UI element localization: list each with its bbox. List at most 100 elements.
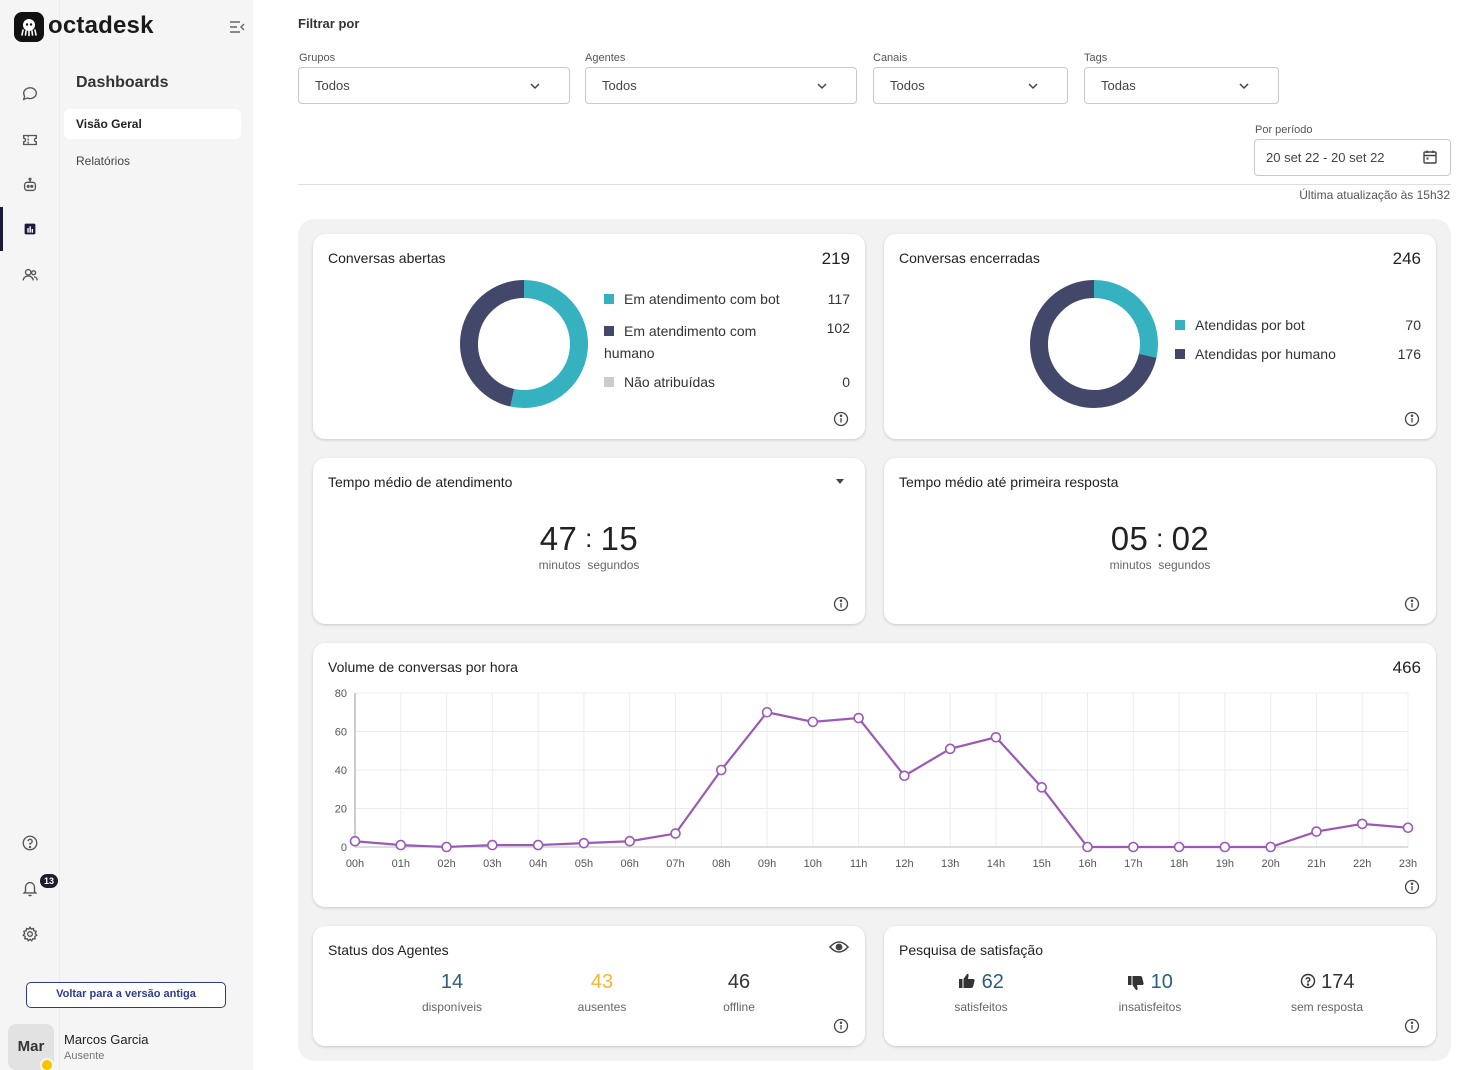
- data-point[interactable]: [1173, 841, 1185, 853]
- sidebar-item-relatorios[interactable]: Relatórios: [76, 154, 131, 168]
- data-point[interactable]: [624, 835, 635, 847]
- data-point[interactable]: [1311, 826, 1322, 837]
- unsatisfied-label: insatisfeitos: [1118, 1000, 1182, 1014]
- period-value: 20 set 22 - 20 set 22: [1266, 150, 1385, 165]
- data-point[interactable]: [853, 712, 864, 724]
- period-picker[interactable]: 20 set 22 - 20 set 22: [1254, 139, 1451, 176]
- info-icon[interactable]: [833, 1018, 849, 1034]
- data-point[interactable]: [532, 839, 544, 851]
- agents-available-count: 14: [440, 971, 464, 993]
- data-point[interactable]: [1128, 841, 1139, 853]
- info-icon[interactable]: [833, 411, 849, 427]
- data-point[interactable]: [761, 706, 773, 718]
- card-title: Conversas encerradas: [899, 250, 1040, 266]
- data-point[interactable]: [1265, 841, 1276, 853]
- chart-title: Volume de conversas por hora: [328, 659, 518, 675]
- tags-select[interactable]: Todas: [1084, 67, 1279, 104]
- ticket-icon[interactable]: [19, 129, 41, 151]
- data-point[interactable]: [1402, 822, 1414, 834]
- channels-select[interactable]: Todos: [873, 67, 1068, 104]
- x-tick-label: 02h: [437, 858, 455, 870]
- data-point[interactable]: [395, 839, 407, 851]
- info-icon[interactable]: [1404, 879, 1420, 895]
- chat-icon[interactable]: [19, 83, 41, 105]
- satisfied-label: satisfeitos: [954, 1000, 1008, 1014]
- groups-select[interactable]: Todos: [298, 67, 570, 104]
- bell-icon[interactable]: [19, 877, 41, 899]
- info-icon[interactable]: [1404, 411, 1420, 427]
- x-tick-label: 03h: [483, 858, 501, 870]
- x-tick-label: 08h: [712, 858, 730, 870]
- chevron-down-icon: [1028, 83, 1038, 90]
- x-tick-label: 23h: [1399, 858, 1417, 870]
- tags-select-value: Todas: [1101, 78, 1136, 93]
- groups-label: Grupos: [299, 52, 336, 64]
- eye-icon[interactable]: [829, 940, 849, 954]
- help-icon[interactable]: [19, 832, 41, 854]
- data-point[interactable]: [990, 731, 1002, 743]
- filter-title: Filtrar por: [298, 16, 360, 31]
- user-status-dot: [40, 1058, 54, 1070]
- data-point[interactable]: [944, 743, 956, 755]
- data-point[interactable]: [441, 841, 452, 853]
- legend-item: Em atendimento com humano: [604, 323, 757, 361]
- donut-slice[interactable]: [510, 280, 588, 408]
- data-point[interactable]: [349, 835, 361, 847]
- data-point[interactable]: [807, 716, 819, 728]
- data-point[interactable]: [1219, 841, 1231, 853]
- bot-icon[interactable]: [19, 174, 41, 196]
- x-tick-label: 22h: [1353, 858, 1371, 870]
- info-icon[interactable]: [1404, 1018, 1420, 1034]
- channels-label: Canais: [873, 52, 908, 64]
- x-tick-label: 00h: [346, 858, 364, 870]
- closed-conversations-donut: [1030, 280, 1158, 408]
- agents-select[interactable]: Todos: [585, 67, 857, 104]
- x-tick-label: 12h: [895, 858, 913, 870]
- user-profile[interactable]: Mar Marcos Garcia Ausente: [8, 1022, 248, 1070]
- legend-swatch: [604, 326, 614, 336]
- x-tick-label: 11h: [850, 858, 868, 870]
- legend-item: Atendidas por bot: [1175, 317, 1305, 333]
- legend-value: 117: [827, 291, 850, 307]
- data-point[interactable]: [670, 828, 681, 839]
- donut-slice[interactable]: [1093, 280, 1158, 358]
- x-tick-label: 15h: [1033, 858, 1051, 870]
- avg-service-time-card: Tempo médio de atendimento 47 : 15 minut…: [313, 458, 865, 624]
- data-point[interactable]: [1036, 782, 1048, 793]
- data-point[interactable]: [578, 837, 590, 849]
- thumbs-up-icon: [959, 973, 975, 988]
- agents-status-card: Status dos Agentes 14 disponíveis 43 aus…: [313, 926, 865, 1046]
- info-icon[interactable]: [833, 596, 849, 612]
- dashboard-icon[interactable]: [19, 218, 41, 240]
- x-tick-label: 21h: [1307, 858, 1325, 870]
- card-total: 219: [821, 249, 850, 268]
- data-point[interactable]: [1356, 818, 1368, 830]
- tags-label: Tags: [1084, 52, 1108, 64]
- donut-slice[interactable]: [1030, 280, 1157, 408]
- data-point[interactable]: [899, 770, 910, 782]
- legend-item: Atendidas por humano: [1175, 346, 1336, 362]
- collapse-menu-icon[interactable]: [228, 18, 246, 36]
- last-update: Última atualização às 15h32: [1299, 188, 1450, 202]
- legend-value: 102: [826, 320, 850, 336]
- gear-icon[interactable]: [19, 923, 41, 945]
- info-icon[interactable]: [1404, 596, 1420, 612]
- data-point[interactable]: [1082, 841, 1093, 853]
- data-point[interactable]: [487, 839, 498, 851]
- avg-service-time-value: 47 : 15: [539, 520, 639, 557]
- contacts-icon[interactable]: [19, 264, 41, 286]
- x-tick-label: 07h: [666, 858, 684, 870]
- old-version-button[interactable]: Voltar para a versão antiga: [26, 982, 226, 1008]
- sidebar-item-visao-geral[interactable]: Visão Geral: [64, 109, 241, 139]
- time-units: minutos segundos: [538, 558, 640, 572]
- chevron-down-icon: [817, 83, 827, 90]
- data-point[interactable]: [715, 764, 727, 776]
- donut-slice[interactable]: [460, 280, 525, 407]
- agents-select-value: Todos: [602, 78, 637, 93]
- x-tick-label: 01h: [392, 858, 410, 870]
- unsatisfied-count: 10: [1085, 971, 1215, 994]
- y-tick-label: 20: [335, 804, 347, 816]
- caret-down-icon[interactable]: [835, 478, 845, 486]
- card-total: 466: [1392, 658, 1421, 677]
- thumbs-down-icon: [1128, 976, 1144, 991]
